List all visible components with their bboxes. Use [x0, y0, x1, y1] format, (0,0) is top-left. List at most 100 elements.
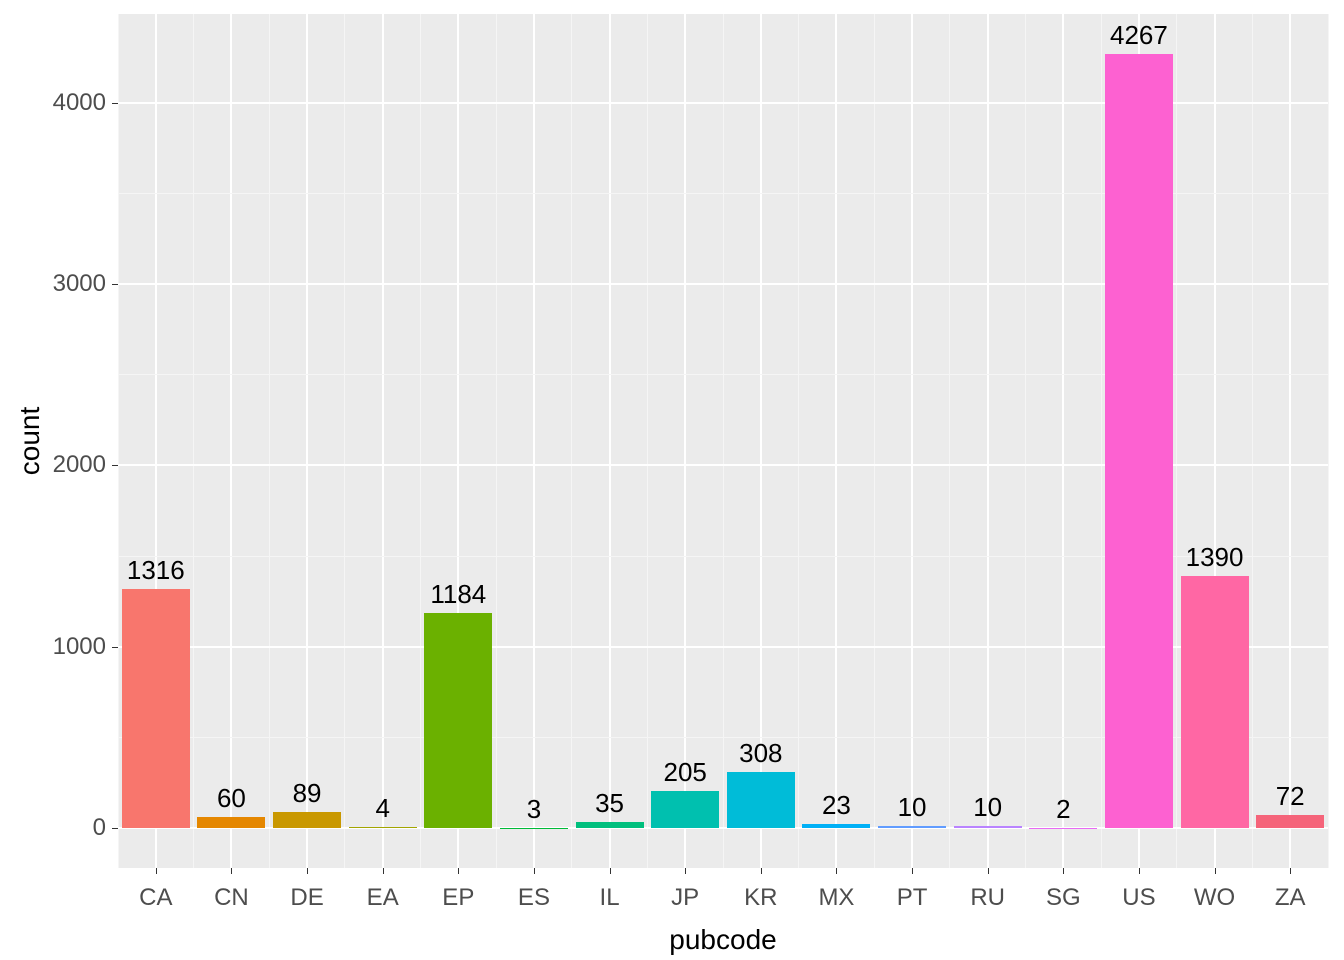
vgrid-minor — [420, 14, 421, 868]
bar-ES — [500, 828, 568, 829]
x-tick-label: CN — [214, 884, 249, 912]
bar-DE — [273, 812, 341, 828]
vgrid-major — [306, 14, 308, 868]
x-tick-label: EP — [442, 884, 474, 912]
bar-RU — [954, 826, 1022, 828]
x-tick-label: WO — [1194, 884, 1235, 912]
vgrid-minor — [1101, 14, 1102, 868]
vgrid-major — [1062, 14, 1064, 868]
x-tick-mark — [458, 868, 459, 874]
vgrid-minor — [647, 14, 648, 868]
bar-value-label: 4 — [375, 793, 389, 824]
bar-value-label: 10 — [898, 792, 927, 823]
bar-US — [1105, 54, 1173, 828]
bar-JP — [651, 791, 719, 828]
bar-CN — [197, 817, 265, 828]
x-tick-label: MX — [818, 884, 854, 912]
bar-value-label: 1316 — [127, 555, 185, 586]
vgrid-minor — [344, 14, 345, 868]
bar-chart: count pubcode 13166089411843352053082310… — [0, 0, 1344, 960]
bar-ZA — [1256, 815, 1324, 828]
vgrid-minor — [723, 14, 724, 868]
x-tick-label: KR — [744, 884, 777, 912]
vgrid-minor — [874, 14, 875, 868]
x-tick-label: DE — [290, 884, 323, 912]
x-tick-label: CA — [139, 884, 172, 912]
bar-value-label: 205 — [663, 757, 706, 788]
vgrid-minor — [1025, 14, 1026, 868]
y-tick-mark — [112, 284, 118, 285]
vgrid-minor — [949, 14, 950, 868]
x-tick-label: JP — [671, 884, 699, 912]
vgrid-major — [987, 14, 989, 868]
vgrid-major — [230, 14, 232, 868]
bar-value-label: 72 — [1276, 781, 1305, 812]
vgrid-major — [835, 14, 837, 868]
x-tick-mark — [912, 868, 913, 874]
vgrid-minor — [193, 14, 194, 868]
vgrid-major — [533, 14, 535, 868]
y-tick-label: 1000 — [26, 633, 106, 661]
bar-value-label: 4267 — [1110, 20, 1168, 51]
bar-value-label: 2 — [1056, 794, 1070, 825]
bar-WO — [1181, 576, 1249, 828]
y-tick-mark — [112, 465, 118, 466]
x-tick-label: SG — [1046, 884, 1081, 912]
vgrid-minor — [1328, 14, 1329, 868]
vgrid-major — [382, 14, 384, 868]
x-tick-label: ES — [518, 884, 550, 912]
y-tick-label: 4000 — [26, 89, 106, 117]
x-tick-mark — [231, 868, 232, 874]
vgrid-minor — [118, 14, 119, 868]
vgrid-major — [1289, 14, 1291, 868]
bar-IL — [576, 822, 644, 828]
bar-CA — [122, 589, 190, 828]
y-tick-label: 3000 — [26, 270, 106, 298]
bar-value-label: 60 — [217, 783, 246, 814]
bar-PT — [878, 826, 946, 828]
plot-panel — [118, 14, 1328, 868]
y-tick-label: 0 — [26, 814, 106, 842]
bar-value-label: 308 — [739, 738, 782, 769]
x-tick-label: PT — [897, 884, 928, 912]
bar-value-label: 1184 — [430, 579, 486, 610]
vgrid-major — [609, 14, 611, 868]
y-tick-label: 2000 — [26, 451, 106, 479]
bar-SG — [1029, 828, 1097, 829]
bar-value-label: 3 — [527, 794, 541, 825]
vgrid-minor — [1176, 14, 1177, 868]
y-tick-mark — [112, 647, 118, 648]
vgrid-minor — [571, 14, 572, 868]
x-tick-mark — [156, 868, 157, 874]
bar-EA — [349, 827, 417, 828]
x-tick-mark — [1063, 868, 1064, 874]
bar-EP — [424, 613, 492, 828]
vgrid-minor — [496, 14, 497, 868]
vgrid-minor — [269, 14, 270, 868]
x-tick-label: EA — [367, 884, 399, 912]
x-tick-mark — [1290, 868, 1291, 874]
y-tick-mark — [112, 103, 118, 104]
vgrid-minor — [1252, 14, 1253, 868]
bar-KR — [727, 772, 795, 828]
x-tick-mark — [836, 868, 837, 874]
x-tick-mark — [1215, 868, 1216, 874]
bar-value-label: 1390 — [1186, 542, 1244, 573]
x-tick-mark — [761, 868, 762, 874]
bar-value-label: 89 — [293, 778, 322, 809]
y-tick-mark — [112, 828, 118, 829]
vgrid-major — [911, 14, 913, 868]
x-tick-mark — [685, 868, 686, 874]
bar-MX — [802, 824, 870, 828]
vgrid-minor — [798, 14, 799, 868]
x-tick-label: US — [1122, 884, 1155, 912]
x-tick-label: RU — [970, 884, 1005, 912]
bar-value-label: 35 — [595, 788, 624, 819]
x-tick-mark — [610, 868, 611, 874]
bar-value-label: 23 — [822, 790, 851, 821]
x-tick-mark — [988, 868, 989, 874]
x-tick-mark — [383, 868, 384, 874]
x-tick-mark — [307, 868, 308, 874]
bar-value-label: 10 — [973, 792, 1002, 823]
vgrid-major — [684, 14, 686, 868]
